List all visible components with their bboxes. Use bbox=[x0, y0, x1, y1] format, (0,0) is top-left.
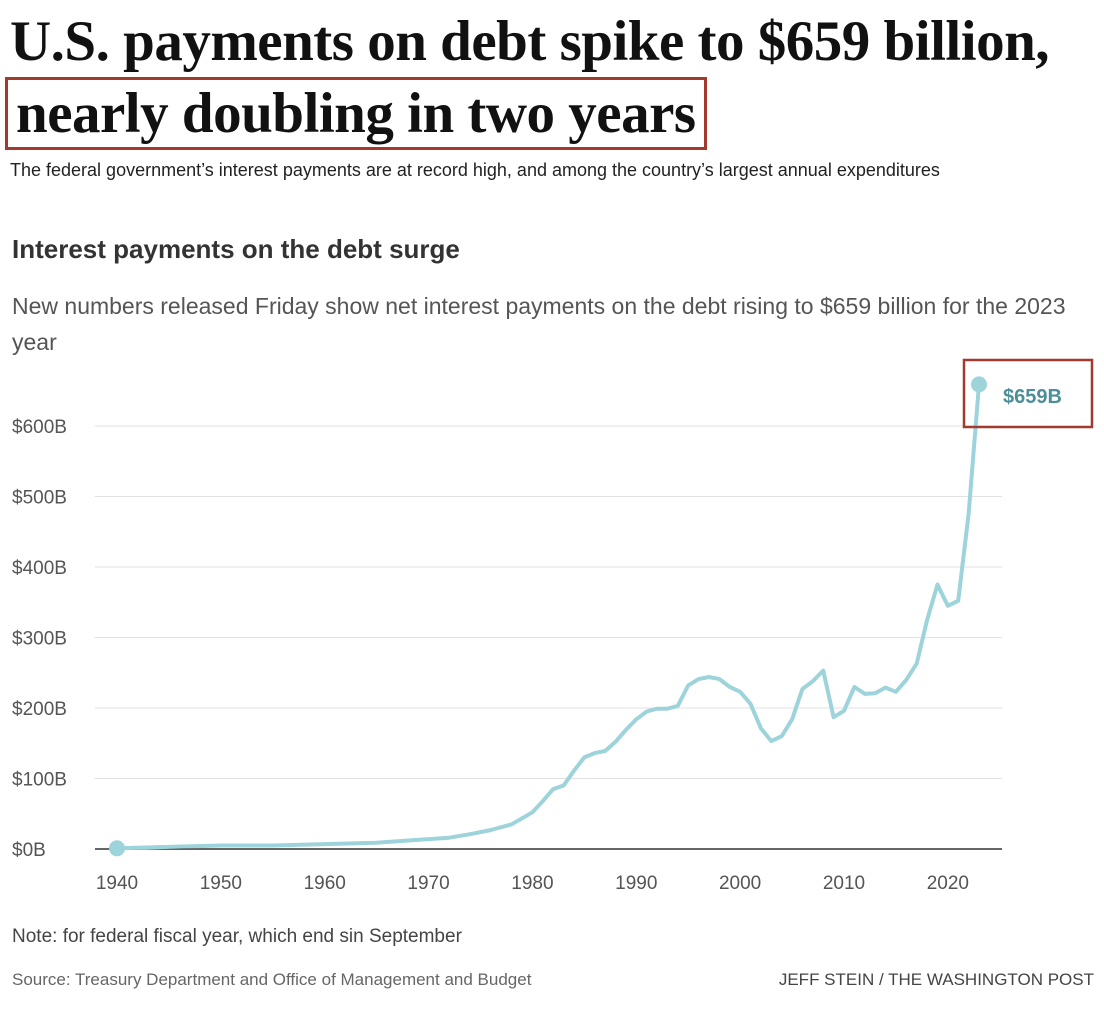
series-group bbox=[109, 376, 987, 857]
chart-source: Source: Treasury Department and Office o… bbox=[12, 970, 532, 989]
y-tick-label: $300B bbox=[12, 629, 67, 650]
start-point bbox=[109, 840, 125, 857]
y-tick-label: $600B bbox=[12, 417, 67, 438]
y-axis-ticks: $0B $100B $200B $300B $400B $500B $600B bbox=[12, 417, 67, 861]
chart-note: Note: for federal fiscal year, which end… bbox=[12, 926, 462, 947]
gridlines bbox=[95, 425, 1002, 850]
y-tick-label: $100B bbox=[12, 770, 67, 791]
x-axis-ticks: 1940 1950 1960 1970 1980 1990 2000 2010 2020 bbox=[96, 873, 969, 894]
end-label-highlight-box bbox=[962, 358, 1094, 429]
chart-credit: JEFF STEIN / THE WASHINGTON POST bbox=[778, 970, 1094, 989]
chart-subtitle: New numbers released Friday show net int… bbox=[12, 293, 1066, 355]
y-tick-label: $0B bbox=[12, 840, 46, 861]
headline-highlight: nearly doubling in two years bbox=[5, 77, 707, 150]
x-tick-label: 1940 bbox=[96, 873, 138, 894]
series-line bbox=[115, 382, 981, 851]
end-point bbox=[971, 376, 987, 393]
x-tick-label: 2000 bbox=[719, 873, 761, 894]
x-tick-label: 1960 bbox=[304, 873, 346, 894]
y-tick-label: $200B bbox=[12, 699, 67, 720]
end-value-label: $659B bbox=[1003, 386, 1062, 408]
headline: U.S. payments on debt spike to $659 bill… bbox=[5, 6, 1100, 150]
headline-part1: U.S. payments on debt spike to $659 bill… bbox=[10, 10, 1050, 73]
x-tick-label: 2020 bbox=[927, 873, 969, 894]
annotations: $659B bbox=[962, 358, 1094, 429]
dek: The federal government’s interest paymen… bbox=[10, 160, 940, 180]
x-tick-label: 2010 bbox=[823, 873, 865, 894]
x-tick-label: 1970 bbox=[407, 873, 449, 894]
y-tick-label: $500B bbox=[12, 488, 67, 509]
chart-title: Interest payments on the debt surge bbox=[12, 234, 460, 264]
x-tick-label: 1980 bbox=[511, 873, 553, 894]
x-tick-label: 1950 bbox=[200, 873, 242, 894]
y-tick-label: $400B bbox=[12, 558, 67, 579]
x-tick-label: 1990 bbox=[615, 873, 657, 894]
